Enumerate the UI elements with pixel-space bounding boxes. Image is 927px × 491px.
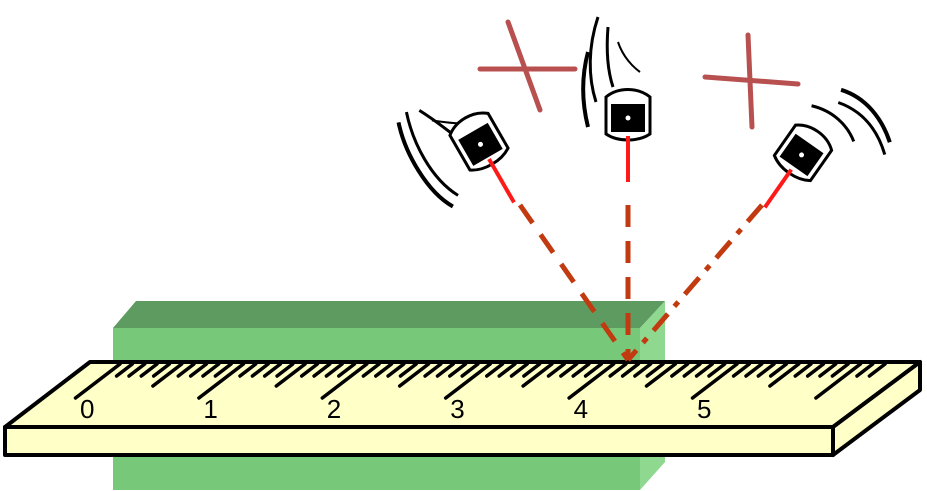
ruler-tick xyxy=(694,362,715,378)
ruler-label: 4 xyxy=(574,394,588,424)
ruler-tick xyxy=(690,362,739,400)
ruler-labels: 0 1 2 3 4 5 xyxy=(80,394,711,424)
ruler-tick xyxy=(324,362,344,378)
ruler-tick xyxy=(633,362,653,378)
ruler-tick xyxy=(176,362,196,378)
ruler-tick xyxy=(151,362,172,378)
ruler-tick xyxy=(397,362,431,388)
ruler-tick xyxy=(571,362,591,378)
ruler-tick xyxy=(139,362,159,378)
ruler-tick xyxy=(644,362,678,388)
ruler-tick xyxy=(682,362,702,378)
ruler-tick xyxy=(151,362,184,388)
cross-icon xyxy=(702,32,801,130)
ruler-tick xyxy=(814,362,863,400)
ruler-tick xyxy=(855,362,875,378)
ruler-tick xyxy=(114,362,135,378)
ruler-label: 5 xyxy=(697,394,711,424)
ruler-tick xyxy=(320,362,369,400)
ruler-tick xyxy=(423,362,443,378)
ruler-tick xyxy=(361,362,381,378)
ruler-tick xyxy=(398,362,418,378)
ruler-tick xyxy=(485,362,505,378)
ruler-tick xyxy=(805,362,826,378)
ruler-tick xyxy=(521,362,554,388)
ruler-tick xyxy=(435,362,455,378)
ruler-tick xyxy=(213,362,233,378)
ruler-label: 3 xyxy=(450,394,464,424)
ruler-tick xyxy=(275,362,295,378)
ruler-tick xyxy=(238,362,258,378)
sight-line-right xyxy=(626,203,764,362)
ruler-tick xyxy=(793,362,813,378)
ruler-tick xyxy=(867,362,887,378)
ruler-tick xyxy=(731,362,752,378)
ruler-tick xyxy=(744,362,764,378)
ruler-tick xyxy=(497,362,517,378)
ruler-ticks xyxy=(73,362,887,400)
ruler-tick xyxy=(608,362,628,378)
eye-icon xyxy=(763,87,892,209)
sight-line-left xyxy=(517,203,631,362)
ruler-tick xyxy=(567,362,616,400)
ruler-label: 1 xyxy=(203,394,217,424)
ruler-tick xyxy=(620,362,641,378)
ruler-tick xyxy=(670,362,690,378)
ruler-tick xyxy=(443,362,492,400)
ruler-label: 2 xyxy=(327,394,341,424)
ruler-tick xyxy=(73,362,122,400)
eye-icon xyxy=(581,16,652,182)
ruler-tick xyxy=(197,362,246,400)
ruler-tick xyxy=(818,362,838,378)
ruler-tick xyxy=(250,362,270,378)
ruler-tick xyxy=(583,362,604,378)
ruler-tick xyxy=(768,362,801,388)
sight-lines xyxy=(517,203,764,362)
ruler-tick xyxy=(448,362,468,378)
ruler-tick xyxy=(509,362,529,378)
ruler-tick xyxy=(201,362,221,378)
ruler-tick xyxy=(756,362,776,378)
ruler-tick xyxy=(274,362,307,388)
ruler-tick xyxy=(386,362,406,378)
ruler-tick xyxy=(460,362,480,378)
ruler-tick xyxy=(374,362,394,378)
ruler: 0 1 2 3 4 5 xyxy=(3,360,922,457)
ruler-tick xyxy=(337,362,357,378)
ruler-tick xyxy=(645,362,665,378)
block-top-face xyxy=(113,301,665,328)
ruler-tick xyxy=(707,362,727,378)
ruler-front-face xyxy=(3,425,835,457)
ruler-tick xyxy=(546,362,566,378)
ruler-tick xyxy=(522,362,542,378)
ruler-tick xyxy=(188,362,209,378)
ruler-tick xyxy=(299,362,320,378)
eye-icon xyxy=(396,109,516,209)
ruler-tick xyxy=(830,362,850,378)
ruler-tick xyxy=(559,362,579,378)
ruler-tick xyxy=(127,362,147,378)
ruler-tick xyxy=(312,362,332,378)
ruler-tick xyxy=(768,362,789,378)
ruler-label: 0 xyxy=(80,394,94,424)
ruler-tick xyxy=(262,362,283,378)
cross-icon xyxy=(477,19,578,113)
